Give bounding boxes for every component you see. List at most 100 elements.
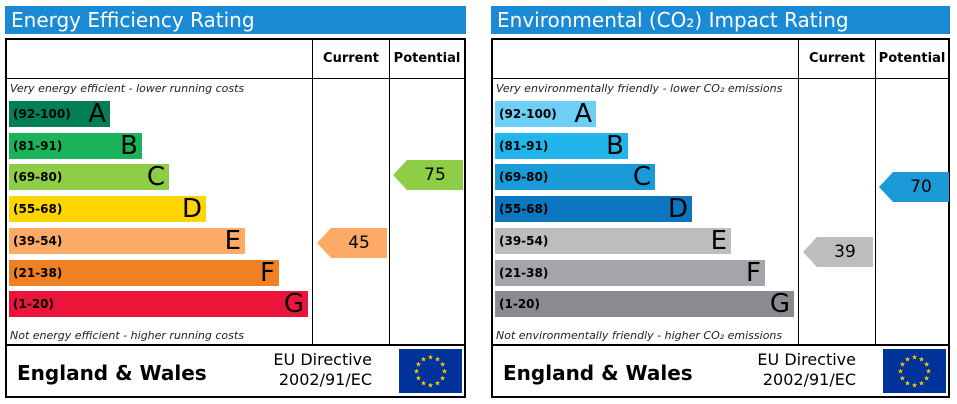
band-range: (21-38) [499, 265, 549, 280]
energy-title: Energy Efficiency Rating [5, 6, 466, 34]
footer: England & Wales EU Directive 2002/91/EC … [491, 346, 950, 398]
band-range: (92-100) [499, 107, 557, 121]
star-icon: ★ [911, 354, 917, 362]
band-range: (69-80) [13, 170, 63, 185]
current-column-header: Current [323, 51, 379, 66]
star-icon: ★ [904, 380, 910, 388]
star-icon: ★ [427, 382, 433, 390]
star-icon: ★ [434, 355, 440, 363]
directive-line1: EU Directive [273, 350, 372, 369]
rating-band-b: (81-91) B [495, 130, 628, 161]
region-label: England & Wales [17, 361, 207, 385]
footer: England & Wales EU Directive 2002/91/EC … [5, 346, 466, 398]
star-icon: ★ [918, 380, 924, 388]
star-icon: ★ [925, 368, 931, 376]
potential-rating-value: 75 [424, 165, 446, 185]
rating-band-e: (39-54) E [9, 225, 245, 256]
potential-column-header: Potential [393, 51, 461, 66]
star-icon: ★ [918, 355, 924, 363]
band-letter: E [224, 225, 241, 256]
band-range: (39-54) [499, 233, 549, 248]
band-letter: A [574, 99, 592, 129]
current-column-header: Current [809, 51, 865, 66]
band-letter: C [146, 162, 165, 193]
rating-band-d: (55-68) D [9, 194, 206, 225]
divider [7, 78, 464, 79]
band-letter: D [181, 194, 202, 225]
band-letter: G [283, 289, 304, 320]
eu-directive: EU Directive 2002/91/EC [273, 350, 372, 390]
star-icon: ★ [439, 361, 445, 369]
star-icon: ★ [415, 375, 421, 383]
arrow-shape [317, 228, 387, 258]
band-letter: G [769, 289, 790, 320]
top-note: Very environmentally friendly - lower CO… [496, 82, 783, 95]
eu-flag-icon: ★ ★ ★ ★ ★ ★ ★ ★ ★ ★ ★ ★ [399, 349, 462, 393]
band-letter: E [710, 225, 727, 256]
star-icon: ★ [897, 368, 903, 376]
arrow-shape [879, 172, 949, 202]
band-letter: F [746, 257, 761, 288]
bottom-note: Not energy efficient - higher running co… [10, 329, 244, 342]
bottom-note: Not environmentally friendly - higher CO… [496, 329, 783, 342]
band-range: (1-20) [499, 297, 540, 312]
energy-efficiency-panel: Energy Efficiency Rating Current Potenti… [5, 6, 466, 398]
rating-band-f: (21-38) F [9, 257, 279, 288]
arrow-shape [803, 237, 873, 267]
rating-band-b: (81-91) B [9, 130, 142, 161]
directive-line2: 2002/91/EC [278, 370, 372, 389]
top-note: Very energy efficient - lower running co… [10, 82, 245, 95]
band-letter: D [667, 194, 688, 225]
band-range: (55-68) [499, 202, 549, 217]
rating-band-e: (39-54) E [495, 225, 731, 256]
divider [389, 40, 390, 344]
rating-band-f: (21-38) F [495, 257, 765, 288]
band-letter: B [606, 130, 624, 161]
potential-rating-arrow: 75 [393, 160, 463, 190]
star-icon: ★ [434, 380, 440, 388]
directive-line1: EU Directive [757, 350, 856, 369]
divider [875, 40, 876, 344]
star-icon: ★ [899, 361, 905, 369]
star-icon: ★ [923, 361, 929, 369]
environmental-impact-panel: Environmental (CO₂) Impact Rating Curren… [491, 6, 950, 398]
current-rating-value: 45 [348, 233, 370, 253]
potential-rating-arrow: 70 [879, 172, 949, 202]
star-icon: ★ [427, 354, 433, 362]
potential-rating-value: 70 [910, 177, 932, 197]
energy-chart-box: Current Potential Very energy efficient … [5, 38, 466, 346]
star-icon: ★ [923, 375, 929, 383]
star-icon: ★ [413, 368, 419, 376]
eu-flag-icon: ★ ★ ★ ★ ★ ★ ★ ★ ★ ★ ★ ★ [883, 349, 946, 393]
band-range: (21-38) [13, 265, 63, 280]
divider [312, 40, 313, 344]
rating-band-a: (92-100) A [495, 99, 596, 129]
band-range: (55-68) [13, 202, 63, 217]
star-icon: ★ [899, 375, 905, 383]
star-icon: ★ [420, 380, 426, 388]
star-icon: ★ [911, 382, 917, 390]
rating-band-a: (92-100) A [9, 99, 110, 129]
band-range: (69-80) [499, 170, 549, 185]
current-rating-arrow: 45 [317, 228, 387, 258]
star-icon: ★ [439, 375, 445, 383]
band-range: (1-20) [13, 297, 54, 312]
star-icon: ★ [904, 355, 910, 363]
band-letter: B [120, 130, 138, 161]
potential-column-header: Potential [878, 51, 946, 66]
arrow-shape [393, 160, 463, 190]
environment-title: Environmental (CO₂) Impact Rating [491, 6, 950, 34]
band-range: (81-91) [499, 138, 549, 153]
rating-band-c: (69-80) C [9, 162, 169, 193]
rating-band-c: (69-80) C [495, 162, 655, 192]
rating-band-g: (1-20) G [9, 289, 308, 320]
band-letter: F [260, 257, 275, 288]
current-rating-arrow: 39 [803, 237, 873, 267]
star-icon: ★ [415, 361, 421, 369]
environment-chart-box: Current Potential Very environmentally f… [491, 38, 950, 346]
divider [798, 40, 799, 344]
rating-band-g: (1-20) G [495, 289, 794, 320]
rating-band-d: (55-68) D [495, 194, 692, 225]
eu-directive: EU Directive 2002/91/EC [757, 350, 856, 390]
divider [493, 78, 948, 79]
